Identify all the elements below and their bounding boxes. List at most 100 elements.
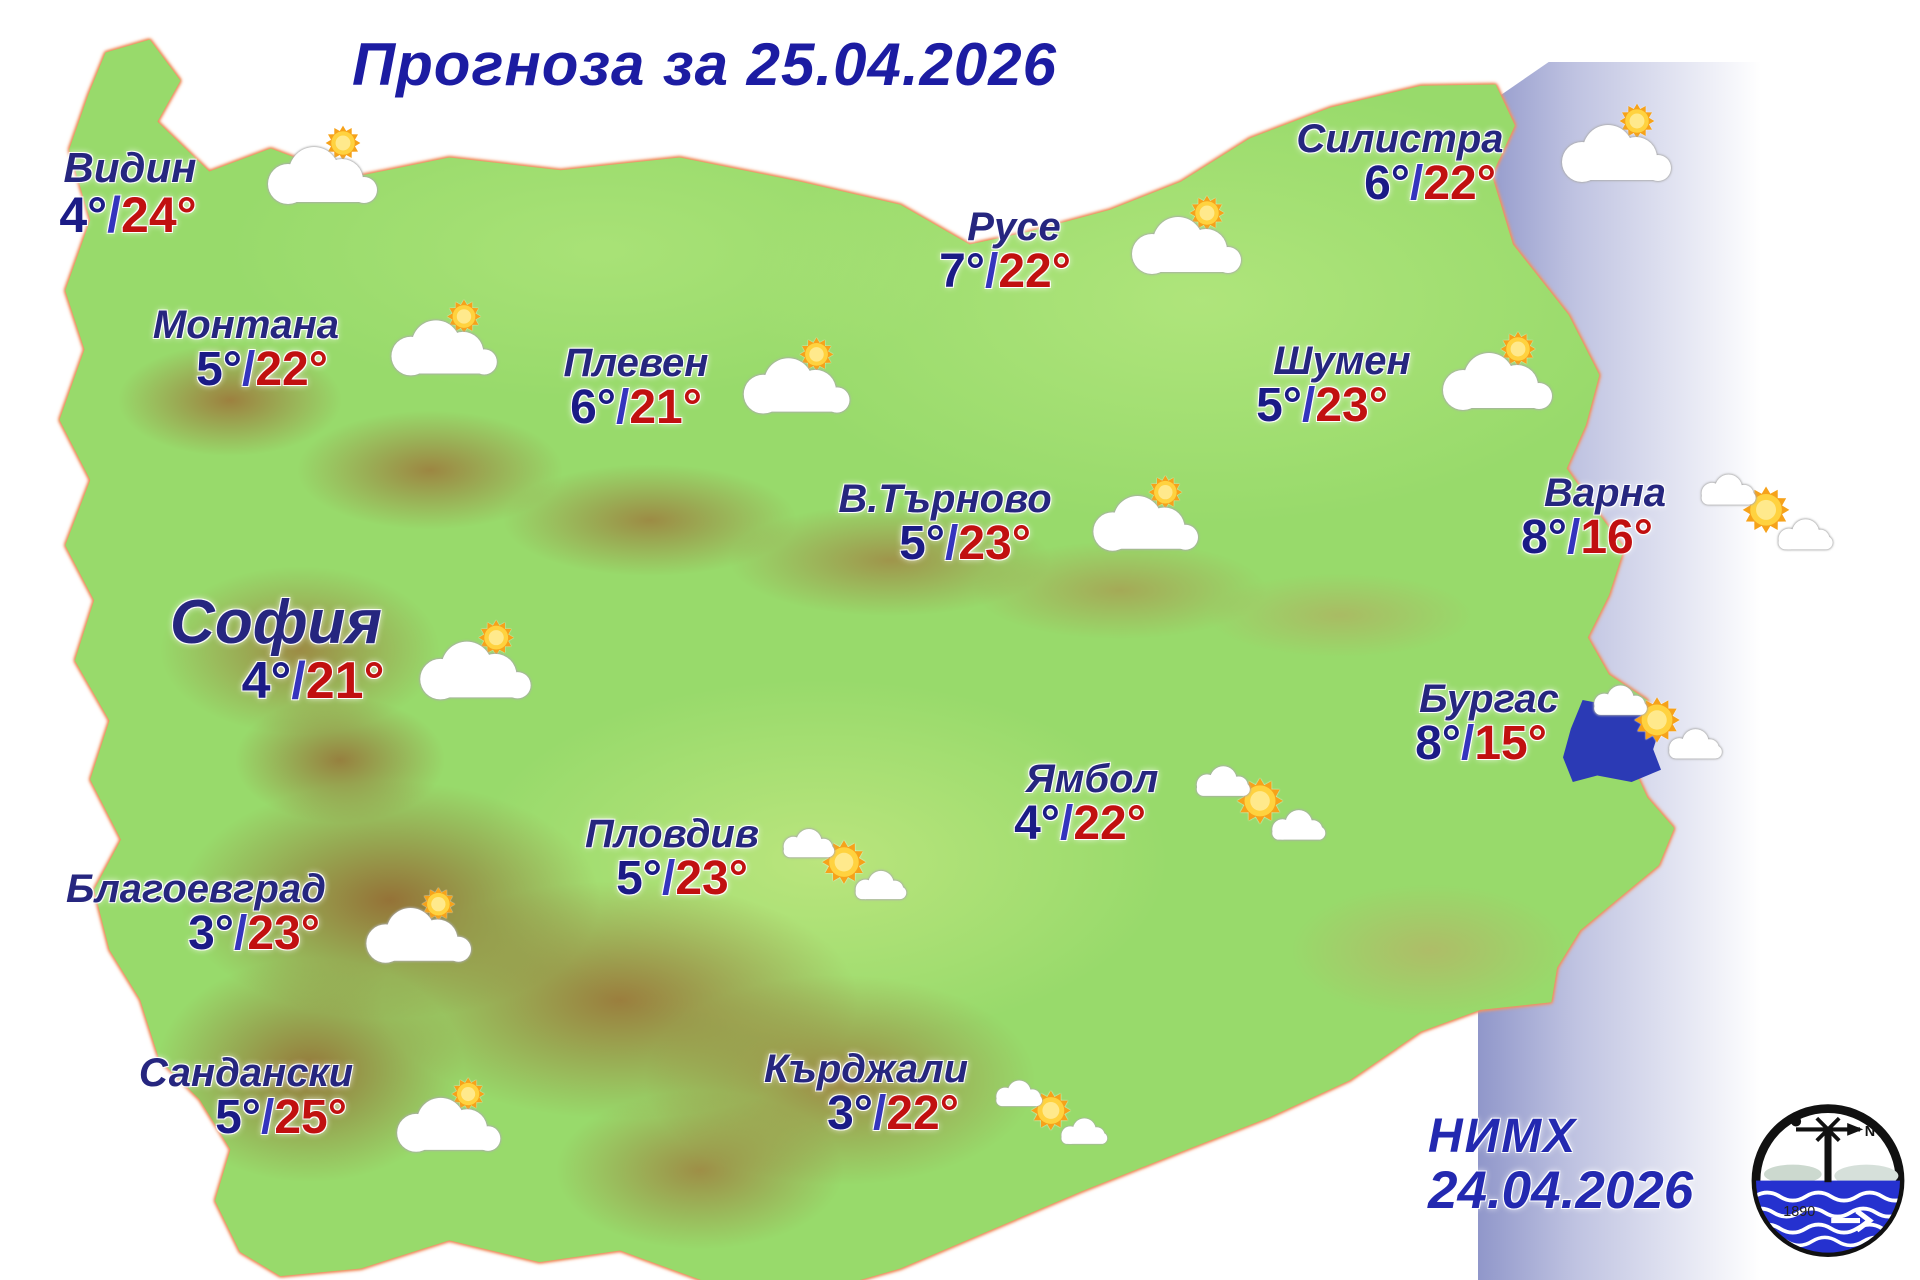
city-high-temp: 23°	[247, 907, 320, 960]
city-label: Пловдив	[584, 812, 760, 856]
city-forecast: Сандански 5°/25°	[0, 1052, 496, 1143]
city-high-temp: 23°	[1315, 379, 1388, 432]
city-forecast: В.Търново 5°/23°	[695, 478, 1195, 569]
city-temperatures: 5°/23°	[1072, 379, 1572, 432]
city-low-temp: 5°	[196, 343, 242, 396]
temp-separator: /	[291, 652, 306, 711]
city-low-temp: 5°	[899, 517, 945, 570]
weather-icon	[984, 1068, 1116, 1160]
city-temperatures: 8°/16°	[1337, 511, 1837, 564]
weather-icon	[1426, 328, 1578, 428]
temp-separator: /	[944, 517, 959, 570]
city-temperatures: 5°/23°	[715, 517, 1215, 570]
weather-icon	[404, 612, 556, 722]
city-temperatures: 4°/24°	[0, 190, 378, 241]
city-forecast: София 4°/21°	[26, 590, 526, 708]
city-forecast: Варна 8°/16°	[1355, 472, 1855, 563]
temp-separator: /	[984, 245, 999, 298]
city-high-temp: 21°	[305, 652, 385, 711]
logo-north-label: N	[1865, 1124, 1875, 1140]
logo-year: 1890	[1783, 1204, 1815, 1220]
city-temperatures: 8°/15°	[1231, 717, 1731, 770]
weather-icon	[726, 334, 876, 431]
city-forecast: Силистра 6°/22°	[1150, 118, 1650, 209]
city-low-temp: 4°	[1014, 797, 1060, 850]
city-high-temp: 23°	[675, 852, 748, 905]
weather-icon	[1178, 754, 1340, 856]
city-high-temp: 22°	[1423, 157, 1496, 210]
city-temperatures: 7°/22°	[755, 245, 1255, 298]
weather-icon	[376, 296, 521, 393]
city-label: Видин	[63, 144, 197, 191]
city-temperatures: 3°/23°	[4, 907, 504, 960]
city-label: Ямбол	[1025, 757, 1159, 801]
temp-separator: /	[233, 907, 248, 960]
city-low-temp: 8°	[1415, 717, 1461, 770]
city-label: Плевен	[563, 341, 709, 385]
city-low-temp: 5°	[616, 852, 662, 905]
city-high-temp: 22°	[886, 1087, 959, 1140]
city-low-temp: 5°	[215, 1091, 261, 1144]
city-temperatures: 4°/22°	[830, 797, 1330, 850]
city-temperatures: 6°/21°	[386, 381, 886, 434]
city-label: Монтана	[152, 303, 340, 347]
city-high-temp: 23°	[958, 517, 1031, 570]
city-forecast: Монтана 5°/22°	[0, 304, 496, 395]
temp-separator: /	[1460, 717, 1475, 770]
city-low-temp: 3°	[827, 1087, 873, 1140]
city-low-temp: 7°	[939, 245, 985, 298]
city-forecast: Благоевград 3°/23°	[0, 868, 446, 959]
source-credit: НИМХ 24.04.2026	[1428, 1110, 1694, 1220]
city-high-temp: 21°	[629, 381, 702, 434]
city-label: София	[170, 588, 382, 657]
city-low-temp: 4°	[59, 187, 108, 244]
city-high-temp: 22°	[998, 245, 1071, 298]
weather-icon	[1686, 462, 1844, 566]
temp-separator: /	[1409, 157, 1424, 210]
weather-icon	[350, 884, 496, 980]
source-date: 24.04.2026	[1428, 1160, 1694, 1220]
city-temperatures: 4°/21°	[63, 655, 563, 708]
city-high-temp: 24°	[121, 187, 197, 244]
city-low-temp: 6°	[570, 381, 616, 434]
weather-icon	[1580, 672, 1732, 776]
city-high-temp: 15°	[1474, 717, 1547, 770]
city-temperatures: 5°/25°	[31, 1091, 531, 1144]
city-temperatures: 6°/22°	[1180, 157, 1680, 210]
city-label: Силистра	[1296, 117, 1504, 161]
city-low-temp: 4°	[241, 652, 292, 711]
city-high-temp: 22°	[255, 343, 328, 396]
weather-icon	[1076, 472, 1224, 568]
weather-icon	[252, 122, 402, 222]
temp-separator: /	[1566, 511, 1581, 564]
weather-icon	[1546, 100, 1696, 200]
city-low-temp: 8°	[1521, 511, 1567, 564]
weather-vane-icon: N	[1790, 1116, 1875, 1183]
city-low-temp: 5°	[1256, 379, 1302, 432]
city-label: Бургас	[1419, 677, 1559, 721]
city-label: Русе	[967, 205, 1061, 249]
city-low-temp: 6°	[1364, 157, 1410, 210]
weather-icon	[382, 1074, 524, 1169]
temp-separator: /	[872, 1087, 887, 1140]
city-high-temp: 16°	[1580, 511, 1653, 564]
temp-separator: /	[1059, 797, 1074, 850]
city-label: Кърджали	[763, 1047, 969, 1091]
source-org: НИМХ	[1428, 1110, 1578, 1163]
temp-separator: /	[1301, 379, 1316, 432]
city-label: Варна	[1544, 471, 1666, 515]
temp-separator: /	[260, 1091, 275, 1144]
city-low-temp: 3°	[188, 907, 234, 960]
city-forecast: Видин 4°/24°	[0, 146, 380, 241]
city-forecast: Бургас 8°/15°	[1239, 678, 1739, 769]
city-temperatures: 5°/23°	[432, 852, 932, 905]
city-label: Шумен	[1273, 339, 1411, 383]
city-forecast: Русе 7°/22°	[764, 206, 1264, 297]
weather-icon	[1116, 192, 1266, 292]
city-forecast: Плевен 6°/21°	[386, 342, 886, 433]
temp-separator: /	[241, 343, 256, 396]
city-high-temp: 25°	[274, 1091, 347, 1144]
page-title: Прогноза за 25.04.2026	[352, 31, 1057, 98]
